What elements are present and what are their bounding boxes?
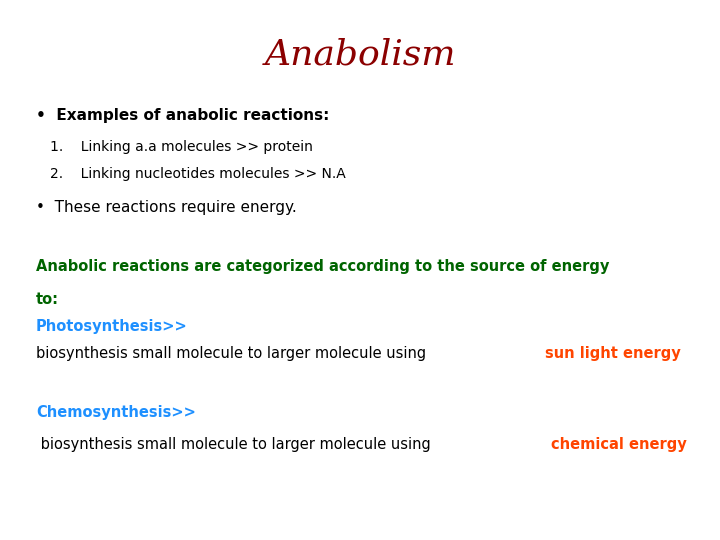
Text: Anabolic reactions are categorized according to the source of energy: Anabolic reactions are categorized accor… [36,259,609,274]
Text: sun light energy: sun light energy [545,346,681,361]
Text: •  These reactions require energy.: • These reactions require energy. [36,200,297,215]
Text: Photosynthesis>>: Photosynthesis>> [36,319,188,334]
Text: 2.    Linking nucleotides molecules >> N.A: 2. Linking nucleotides molecules >> N.A [50,167,346,181]
Text: Anabolism: Anabolism [264,38,456,72]
Text: Chemosynthesis>>: Chemosynthesis>> [36,405,196,420]
Text: chemical energy: chemical energy [552,437,687,453]
Text: biosynthesis small molecule to larger molecule using: biosynthesis small molecule to larger mo… [36,346,431,361]
Text: biosynthesis small molecule to larger molecule using: biosynthesis small molecule to larger mo… [36,437,436,453]
Text: •  Examples of anabolic reactions:: • Examples of anabolic reactions: [36,108,329,123]
Text: 1.    Linking a.a molecules >> protein: 1. Linking a.a molecules >> protein [50,140,313,154]
Text: to:: to: [36,292,59,307]
